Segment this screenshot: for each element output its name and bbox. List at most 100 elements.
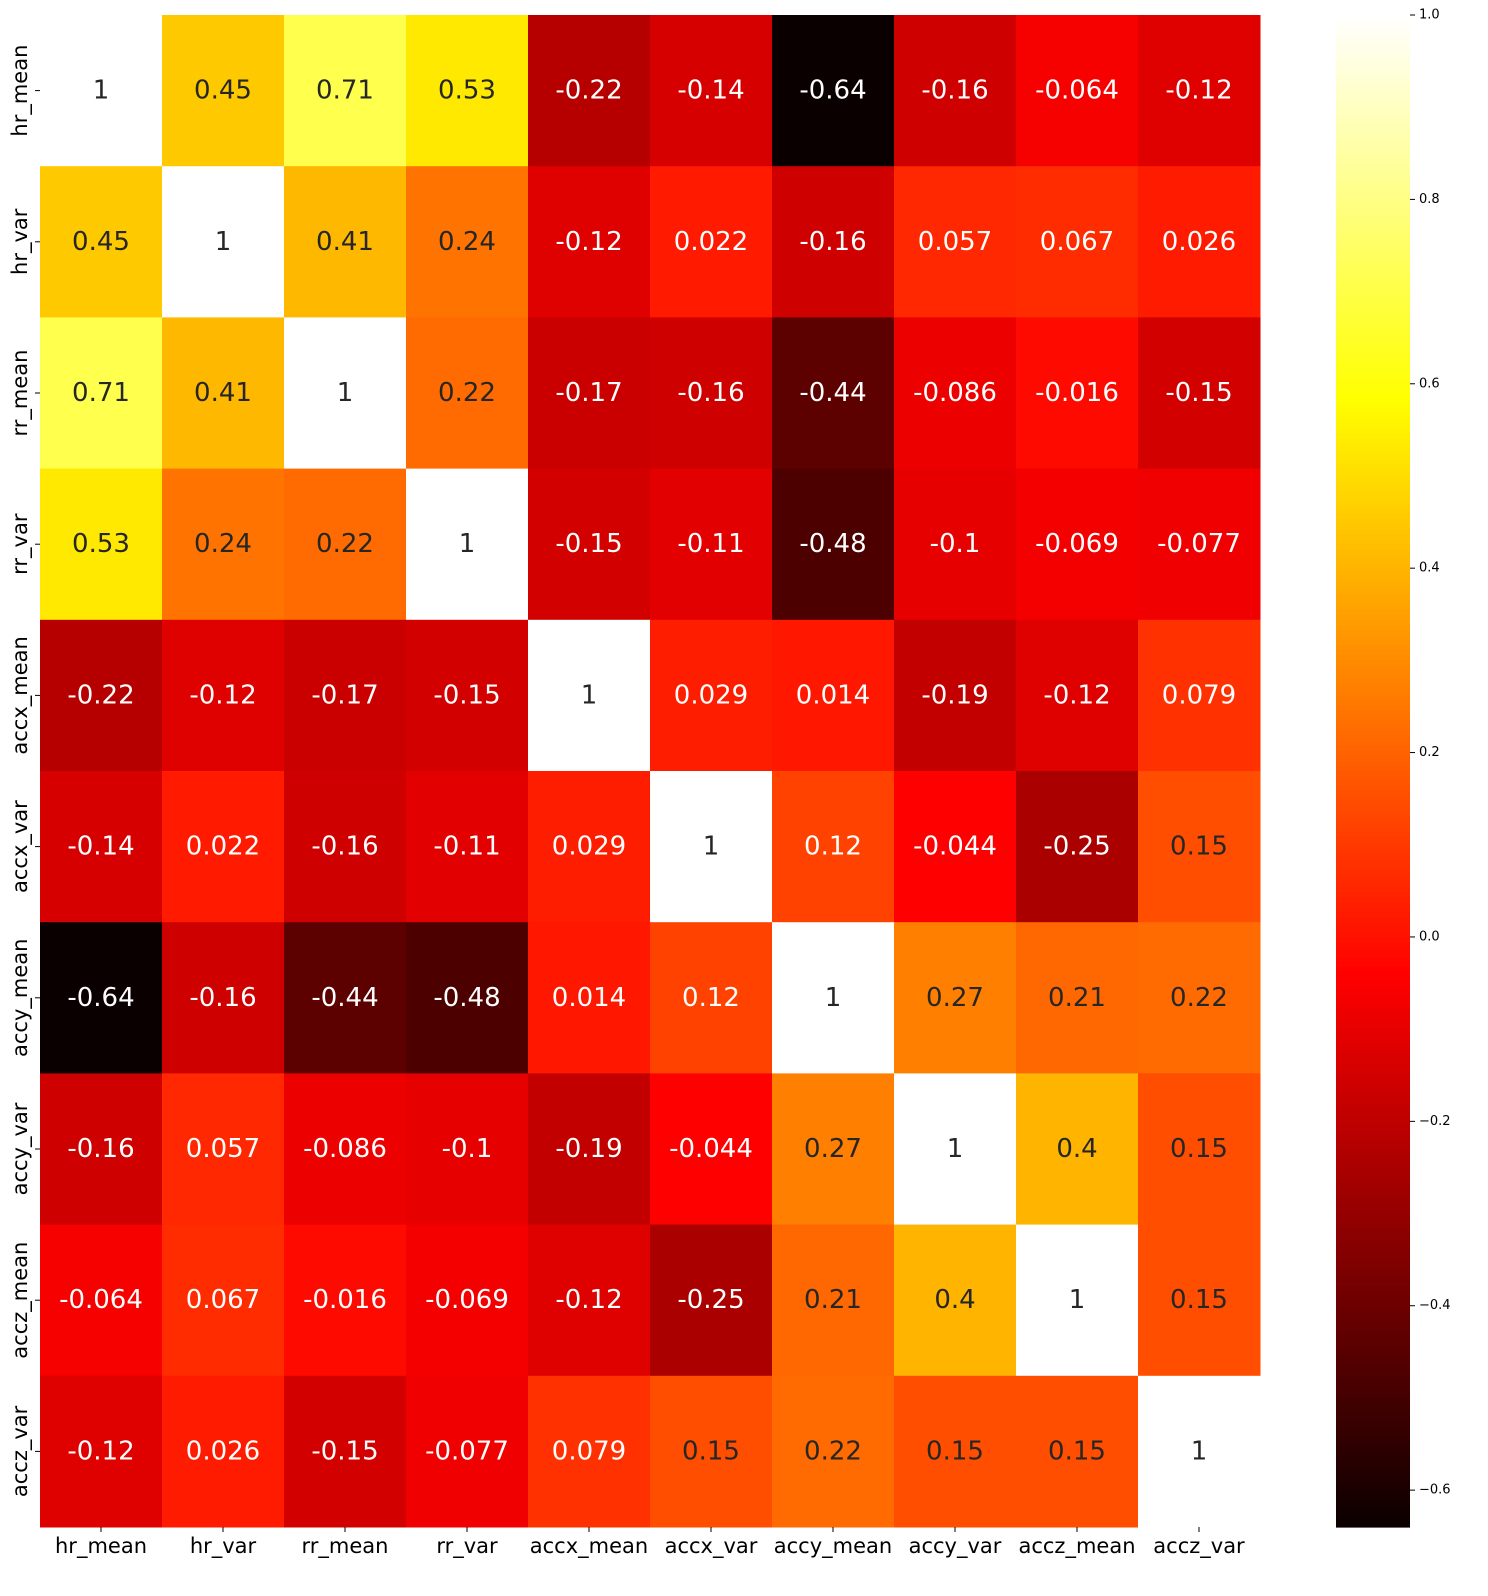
cell-value-label: 1: [581, 680, 598, 710]
colorbar-strip: [1336, 700, 1410, 707]
colorbar-strip: [1336, 1471, 1410, 1478]
cell-value-label: 0.026: [1162, 227, 1236, 257]
colorbar-strip: [1336, 1350, 1410, 1357]
colorbar-strip: [1336, 166, 1410, 172]
colorbar-strip: [1336, 932, 1410, 938]
heatmap-cell: [162, 1224, 285, 1377]
cell-value-label: -0.064: [59, 1285, 143, 1315]
colorbar-strip: [1336, 1123, 1410, 1130]
x-tick-label: accy_var: [909, 1534, 1002, 1559]
colorbar-strip: [1336, 226, 1410, 233]
colorbar-tick-label: −0.6: [1419, 1483, 1451, 1498]
cell-value-label: -0.16: [67, 1134, 134, 1164]
colorbar-strip: [1336, 992, 1410, 999]
colorbar-strip: [1336, 917, 1410, 923]
cell-value-label: 0.71: [316, 76, 374, 106]
colorbar-strip: [1336, 1174, 1410, 1180]
colorbar-strip: [1336, 1451, 1410, 1458]
colorbar-strip: [1336, 569, 1410, 576]
cell-value-label: 0.24: [438, 227, 496, 257]
colorbar-strip: [1336, 135, 1410, 142]
colorbar-strip: [1336, 231, 1410, 238]
colorbar-strip: [1336, 690, 1410, 696]
cell-value-label: -0.016: [303, 1285, 387, 1315]
cell-value-label: -0.069: [1035, 529, 1119, 559]
heatmap-cell: [1138, 922, 1261, 1074]
heatmap-cell: [894, 1073, 1017, 1226]
colorbar-strip: [1336, 1310, 1410, 1316]
colorbar-strip: [1336, 937, 1410, 943]
colorbar-strip: [1336, 503, 1410, 510]
cell-value-label: -0.12: [189, 680, 256, 710]
colorbar-strip: [1336, 65, 1410, 72]
cell-value-label: 0.41: [194, 378, 252, 408]
cell-value-label: 1: [1069, 1285, 1086, 1315]
colorbar-strip: [1336, 1385, 1410, 1392]
colorbar-strip: [1336, 796, 1410, 802]
colorbar-strip: [1336, 624, 1410, 631]
heatmap-cell: [284, 1224, 407, 1377]
cell-value-label: -0.1: [442, 1134, 493, 1164]
heatmap-cells: 1 0.45 0.71 0.53 -0.22 -0.14 -0.64 -0.16 -0.064 -…: [40, 15, 1261, 1528]
colorbar-strip: [1336, 468, 1410, 475]
colorbar-strip: [1336, 765, 1410, 772]
heatmap-cell: [406, 1375, 529, 1528]
heatmap-cell: [40, 1224, 163, 1377]
colorbar-strip: [1336, 40, 1410, 46]
colorbar-strip: [1336, 115, 1410, 122]
heatmap-cell: [772, 619, 895, 772]
colorbar-strip: [1336, 1285, 1410, 1291]
cell-value-label: 0.71: [72, 378, 130, 408]
colorbar-strip: [1336, 816, 1410, 822]
colorbar-strip: [1336, 75, 1410, 82]
colorbar-strip: [1336, 534, 1410, 540]
colorbar-strip: [1336, 861, 1410, 868]
colorbar-strip: [1336, 267, 1410, 273]
colorbar-strip: [1336, 1118, 1410, 1125]
colorbar-strip: [1336, 720, 1410, 727]
heatmap-cell: [40, 15, 163, 167]
heatmap-cell: [284, 317, 407, 470]
colorbar-strip: [1336, 821, 1410, 828]
colorbar-strip: [1336, 1496, 1410, 1503]
colorbar-strip: [1336, 584, 1410, 591]
colorbar-strip: [1336, 715, 1410, 722]
colorbar-strip: [1336, 332, 1410, 339]
heatmap-cell: [1016, 1375, 1139, 1528]
colorbar-strip: [1336, 1043, 1410, 1049]
cell-value-label: -0.22: [555, 76, 622, 106]
colorbar-strip: [1336, 1280, 1410, 1286]
colorbar-strip: [1336, 387, 1410, 394]
colorbar-strip: [1336, 483, 1410, 490]
cell-value-label: 0.014: [552, 983, 626, 1013]
heatmap-cell: [650, 15, 773, 167]
heatmap-cell: [772, 15, 895, 167]
heatmap-cell: [40, 619, 163, 772]
colorbar-strip: [1336, 1189, 1410, 1195]
heatmap-cell: [1016, 166, 1139, 318]
colorbar-strip: [1336, 347, 1410, 354]
colorbar-strip: [1336, 1365, 1410, 1372]
colorbar-strip: [1336, 639, 1410, 646]
colorbar-strip: [1336, 897, 1410, 903]
colorbar-strip: [1336, 297, 1410, 303]
heatmap-cell: [1138, 166, 1261, 318]
colorbar-strip: [1336, 302, 1410, 308]
cell-value-label: 0.026: [186, 1436, 260, 1466]
cell-value-label: 0.029: [552, 832, 626, 862]
cell-value-label: -0.12: [67, 1436, 134, 1466]
colorbar-strip: [1336, 609, 1410, 616]
colorbar-strip: [1336, 1421, 1410, 1427]
colorbar-strip: [1336, 801, 1410, 807]
colorbar-strip: [1336, 1390, 1410, 1397]
colorbar-strip: [1336, 927, 1410, 933]
colorbar-strip: [1336, 362, 1410, 369]
y-tick-label: accz_mean: [8, 1242, 33, 1359]
colorbar-strip: [1336, 463, 1410, 470]
cell-value-label: -0.11: [433, 832, 500, 862]
cell-value-label: 0.22: [438, 378, 496, 408]
colorbar-strip: [1336, 881, 1410, 888]
colorbar-strip: [1336, 811, 1410, 817]
colorbar-strip: [1336, 105, 1410, 112]
colorbar-strip: [1336, 156, 1410, 162]
